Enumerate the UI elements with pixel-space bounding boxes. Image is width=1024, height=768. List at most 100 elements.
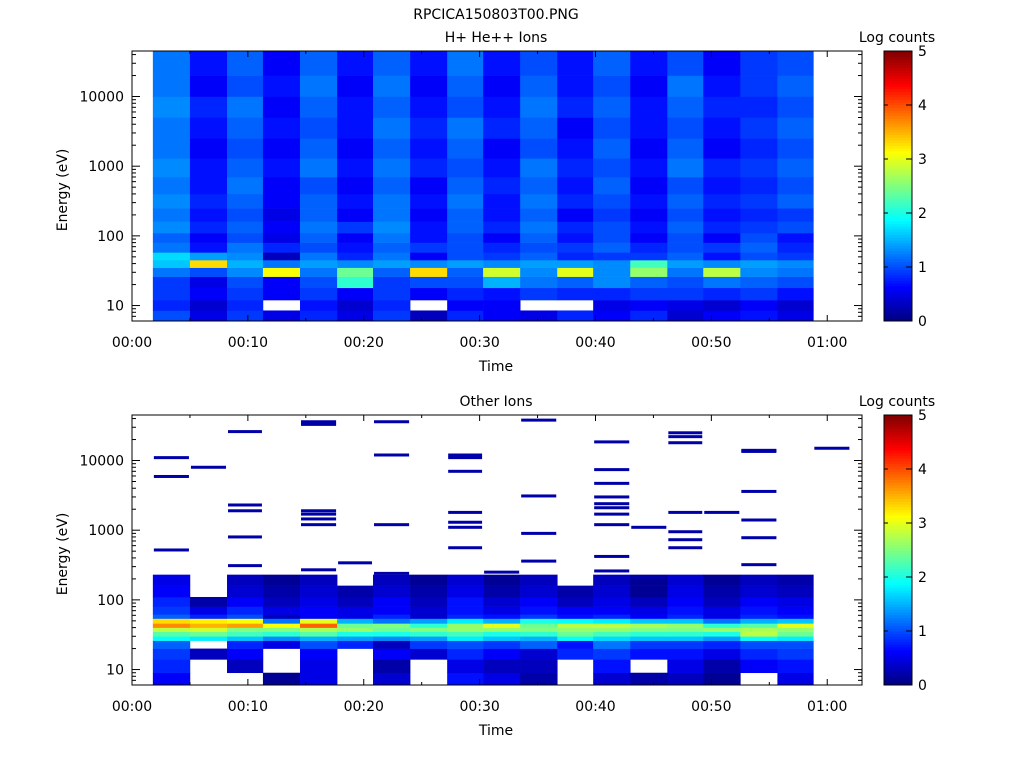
heatmap-cell — [557, 252, 594, 261]
heatmap-cell — [262, 252, 301, 261]
heatmap-cell — [483, 75, 521, 97]
colorbar-segment — [884, 517, 912, 521]
heatmap-cell — [520, 75, 558, 97]
heatmap-cell — [630, 260, 668, 268]
heatmap-cell — [520, 640, 558, 649]
heatmap-cell — [667, 75, 704, 97]
heatmap-cell — [373, 627, 411, 632]
heatmap-cell — [777, 585, 814, 598]
heatmap-cell — [520, 631, 558, 637]
heatmap-cell — [704, 510, 740, 514]
heatmap-cell — [228, 509, 262, 513]
heatmap-cell — [703, 176, 741, 195]
colorbar-segment — [884, 595, 912, 599]
heatmap-cell — [667, 623, 704, 628]
heatmap-cell — [520, 252, 558, 261]
heatmap-cell — [373, 606, 411, 615]
heatmap-cell — [703, 614, 741, 619]
heatmap-cell — [300, 138, 338, 159]
heatmap-cell — [410, 75, 448, 97]
heatmap-cell — [593, 158, 631, 178]
colorbar-segment — [884, 142, 912, 146]
heatmap-cell — [630, 242, 668, 253]
heatmap-cell — [630, 310, 668, 322]
colorbar-segment — [884, 156, 912, 160]
heatmap-cell — [227, 614, 264, 619]
colorbar-label: Log counts — [859, 394, 935, 410]
heatmap-cell — [593, 260, 631, 268]
heatmap-cell — [227, 232, 264, 243]
heatmap-cell — [557, 618, 594, 624]
y-tick-label: 100 — [97, 229, 124, 245]
heatmap-cell — [483, 618, 521, 624]
heatmap-cell — [227, 260, 264, 268]
heatmap-cell — [557, 606, 594, 615]
heatmap-cell — [373, 96, 411, 118]
heatmap-cell — [594, 569, 630, 573]
colorbar-segment — [884, 582, 912, 586]
colorbar-segment — [884, 636, 912, 640]
colorbar-segment — [884, 666, 912, 670]
heatmap-cell — [703, 574, 741, 586]
heatmap-cell — [483, 636, 521, 641]
colorbar-segment — [884, 94, 912, 98]
heatmap-cell — [300, 176, 338, 195]
colorbar-segment — [884, 134, 912, 138]
colorbar-segment — [884, 420, 912, 424]
heatmap-cell — [374, 571, 410, 575]
heatmap-cell — [777, 672, 814, 686]
heatmap-cell — [410, 276, 448, 289]
heatmap-cell — [703, 618, 741, 624]
heatmap-cell — [337, 627, 374, 632]
colorbar-segment — [884, 598, 912, 602]
heatmap-cell — [373, 276, 411, 289]
heatmap-cell — [410, 627, 448, 632]
heatmap-cell — [262, 614, 301, 619]
colorbar-segment — [884, 288, 912, 292]
heatmap-cell — [777, 618, 814, 624]
heatmap-cell — [520, 158, 558, 178]
heatmap-cell — [520, 672, 558, 686]
heatmap-cell — [373, 659, 411, 674]
heatmap-cell — [740, 75, 778, 97]
heatmap-cell — [740, 310, 778, 322]
heatmap-cell — [410, 623, 448, 628]
heatmap-cell — [520, 208, 558, 222]
heatmap-cell — [667, 640, 704, 649]
colorbar-segment — [884, 102, 912, 106]
y-axis-label: Energy (eV) — [55, 513, 71, 596]
heatmap-cell — [447, 631, 484, 637]
heatmap-cell — [631, 575, 667, 579]
heatmap-cell — [777, 193, 814, 209]
heatmap-cell — [410, 242, 448, 253]
heatmap-cell — [777, 138, 814, 159]
heatmap-cell — [557, 176, 594, 195]
figure-title: RPCICA150803T00.PNG — [413, 7, 578, 23]
heatmap-cell — [557, 627, 594, 632]
heatmap-cell — [483, 51, 521, 76]
colorbar-segment — [884, 647, 912, 651]
heatmap-cell — [447, 252, 484, 261]
heatmap-cell — [593, 51, 631, 76]
heatmap-cell — [189, 252, 228, 261]
heatmap-cell — [483, 193, 521, 209]
colorbar-segment — [884, 59, 912, 63]
heatmap-cell — [777, 276, 814, 289]
colorbar-segment — [884, 240, 912, 244]
heatmap-cell — [777, 117, 814, 139]
heatmap-cell — [594, 440, 630, 444]
heatmap-cell — [227, 631, 264, 637]
x-tick-label: 00:00 — [112, 699, 152, 715]
heatmap-cell — [483, 276, 521, 289]
heatmap-cell — [410, 618, 448, 624]
heatmap-cell — [153, 474, 189, 478]
heatmap-cell — [703, 623, 741, 628]
colorbar-segment — [884, 617, 912, 621]
colorbar-segment — [884, 169, 912, 173]
heatmap-cell — [630, 300, 668, 311]
x-tick-label: 00:10 — [228, 335, 268, 351]
heatmap-cell — [740, 631, 778, 637]
heatmap-cell — [668, 431, 703, 435]
heatmap-cell — [373, 614, 411, 619]
heatmap-cell — [740, 242, 778, 253]
